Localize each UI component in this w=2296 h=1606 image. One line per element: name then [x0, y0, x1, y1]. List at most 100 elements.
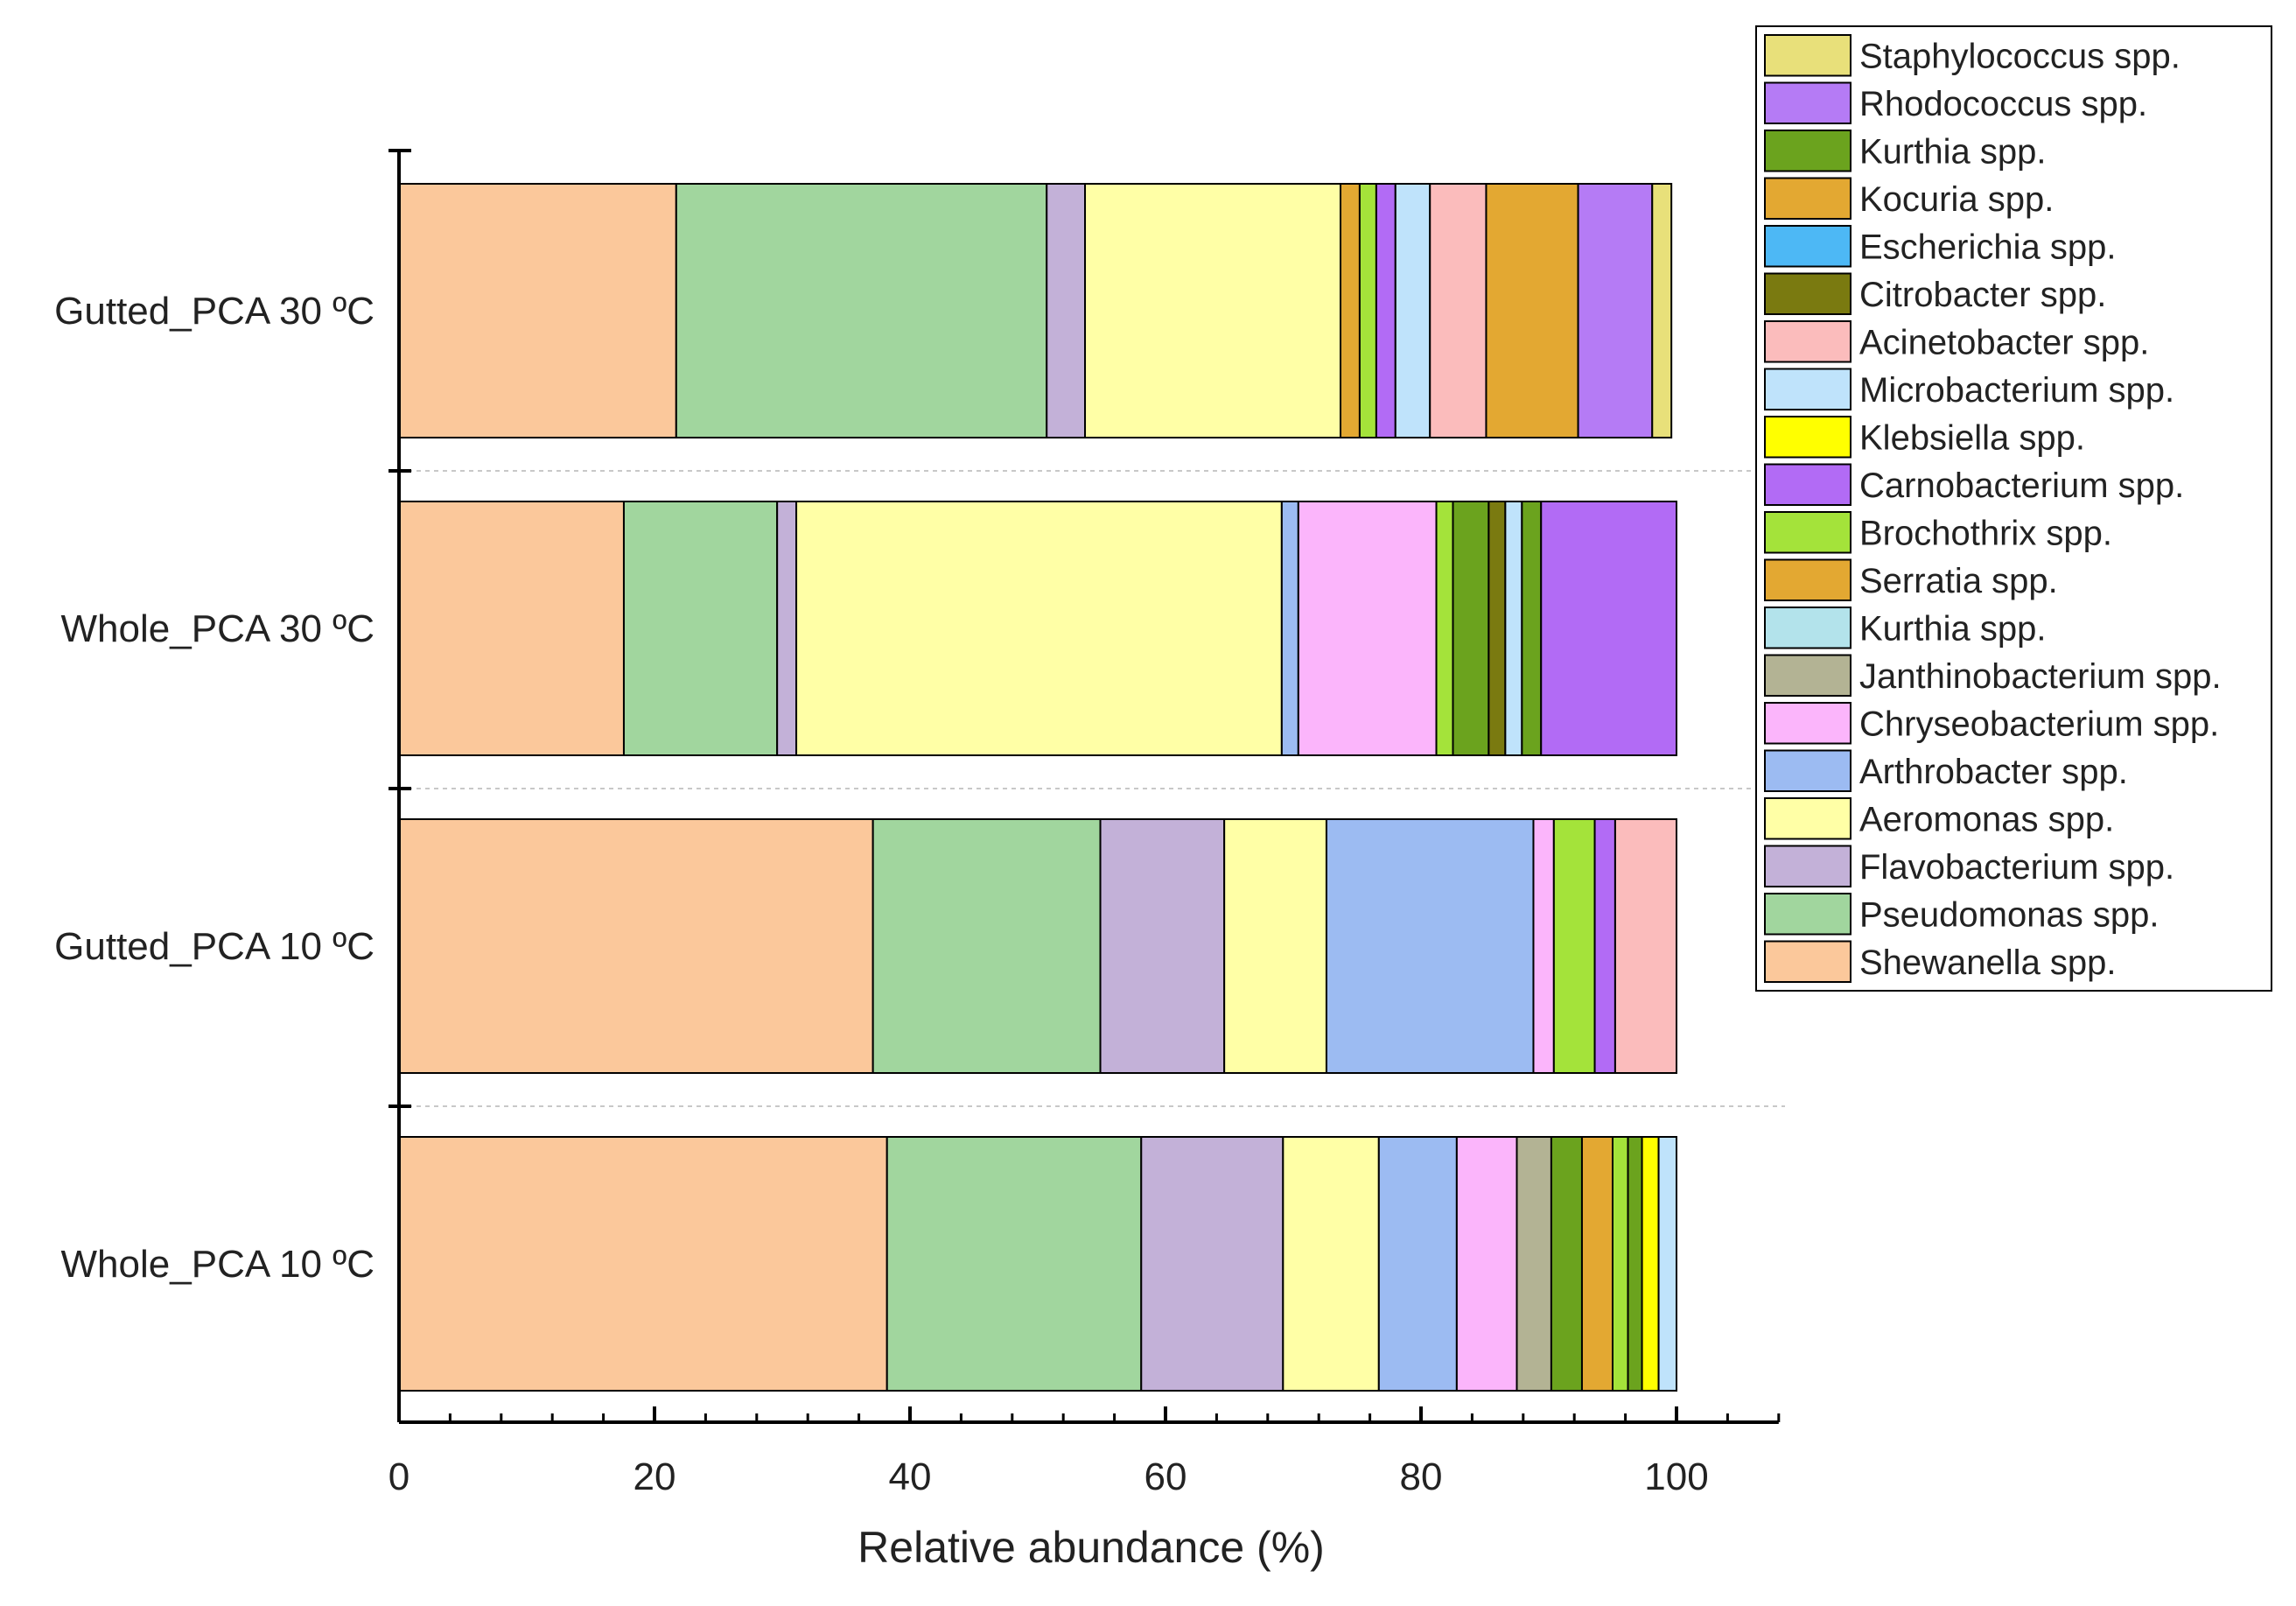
legend-swatch-2 [1764, 81, 1852, 124]
legend-swatch-13 [1764, 607, 1852, 649]
legend-swatch-14 [1764, 654, 1852, 697]
legend-label-11: Brochothrix spp. [1859, 514, 2112, 552]
legend-swatch-19 [1764, 893, 1852, 936]
legend-label-2: Rhodococcus spp. [1859, 85, 2147, 123]
bar-segment-4-1: Whole_PCA 10 ºC — Shewanella spp.: 38.2% [398, 1136, 888, 1392]
legend-item-6: Citrobacter spp. [1764, 272, 2106, 315]
bar-segment-2-4: Whole_PCA 30 ºC — Aeromonas spp.: 38% [795, 501, 1283, 756]
x-tick-label-80: 80 [1400, 1455, 1443, 1498]
legend-label-19: Pseudomonas spp. [1859, 895, 2159, 934]
legend-item-20: Shewanella spp. [1764, 940, 2117, 983]
bar-segment-1-1: Gutted_PCA 30 ºC — Shewanella spp.: 21.7… [398, 183, 677, 438]
legend-label-6: Citrobacter spp. [1859, 276, 2106, 314]
legend-label-10: Carnobacterium spp. [1859, 466, 2184, 505]
category-label-3: Gutted_PCA 10 ºC [54, 925, 374, 968]
legend-label-7: Acinetobacter spp. [1859, 323, 2149, 361]
bar-segment-1-9: Gutted_PCA 30 ºC — Acinetobacter spp.: 4… [1429, 183, 1488, 438]
bar-segment-3-8: Gutted_PCA 10 ºC — Carnobacterium spp.: … [1593, 818, 1616, 1074]
legend-swatch-17 [1764, 797, 1852, 840]
legend-swatch-1 [1764, 34, 1852, 77]
bar-segment-4-12: Whole_PCA 10 ºC — Klebsiella spp.: 1.3% [1641, 1136, 1660, 1392]
bar-segment-2-11: Whole_PCA 30 ºC — Kurthia spp.: 1.5% [1521, 501, 1543, 756]
legend-item-7: Acinetobacter spp. [1764, 320, 2149, 363]
legend-label-14: Janthinobacterium spp. [1859, 657, 2222, 696]
bar-segment-2-2: Whole_PCA 30 ºC — Pseudomonas spp.: 12% [622, 501, 779, 756]
bar-row-3: Gutted_PCA 10 ºC — Shewanella spp.: 37.1… [398, 818, 1678, 1074]
legend-item-8: Microbacterium spp. [1764, 368, 2174, 410]
legend-label-8: Microbacterium spp. [1859, 371, 2174, 410]
legend-swatch-4 [1764, 177, 1852, 220]
bar-segment-4-7: Whole_PCA 10 ºC — Janthinobacterium spp.… [1516, 1136, 1552, 1392]
bar-segment-1-6: Gutted_PCA 30 ºC — Brochothrix spp.: 1.3… [1358, 183, 1377, 438]
bar-segment-3-5: Gutted_PCA 10 ºC — Arthrobacter spp.: 16… [1325, 818, 1535, 1074]
x-tick-label-40: 40 [889, 1455, 932, 1498]
legend-label-17: Aeromonas spp. [1859, 800, 2114, 838]
bar-segment-4-3: Whole_PCA 10 ºC — Flavobacterium spp.: 1… [1140, 1136, 1284, 1392]
bar-row-1: Gutted_PCA 30 ºC — Shewanella spp.: 21.7… [398, 183, 1673, 438]
bar-segment-3-1: Gutted_PCA 10 ºC — Shewanella spp.: 37.1… [398, 818, 874, 1074]
legend-label-13: Kurthia spp. [1859, 609, 2046, 648]
legend-item-17: Aeromonas spp. [1764, 797, 2114, 840]
bar-segment-1-7: Gutted_PCA 30 ºC — Carnobacterium spp.: … [1375, 183, 1396, 438]
bar-segment-2-8: Whole_PCA 30 ºC — Kurthia spp.: 2.8% [1452, 501, 1490, 756]
bar-segment-4-11: Whole_PCA 10 ºC — Kurthia spp.: 1.1% [1627, 1136, 1643, 1392]
legend-label-9: Klebsiella spp. [1859, 418, 2085, 457]
x-tick-labels: 0 20 40 60 80 100 [388, 1455, 1709, 1498]
legend-item-16: Arthrobacter spp. [1764, 749, 2128, 792]
category-labels: Gutted_PCA 30 ºC Whole_PCA 30 ºC Gutted_PC… [54, 290, 374, 1286]
bar-segment-2-7: Whole_PCA 30 ºC — Brochothrix spp.: 1.3% [1435, 501, 1454, 756]
bar-segment-4-2: Whole_PCA 10 ºC — Pseudomonas spp.: 19.9… [886, 1136, 1143, 1392]
legend: Staphylococcus spp. Rhodococcus spp. Kurth… [1755, 25, 2272, 992]
bar-segment-2-6: Whole_PCA 30 ºC — Chryseobacterium spp.:… [1297, 501, 1438, 756]
bar-segment-1-4: Gutted_PCA 30 ºC — Aeromonas spp.: 20% [1084, 183, 1342, 438]
legend-label-15: Chryseobacterium spp. [1859, 705, 2219, 743]
legend-label-3: Kurthia spp. [1859, 132, 2046, 171]
legend-item-3: Kurthia spp. [1764, 130, 2046, 172]
x-tick-label-60: 60 [1144, 1455, 1187, 1498]
legend-item-14: Janthinobacterium spp. [1764, 654, 2222, 697]
x-tick-label-0: 0 [388, 1455, 410, 1498]
legend-swatch-5 [1764, 225, 1852, 268]
legend-label-18: Flavobacterium spp. [1859, 848, 2174, 887]
legend-swatch-11 [1764, 511, 1852, 554]
legend-item-5: Escherichia spp. [1764, 225, 2116, 268]
legend-swatch-3 [1764, 130, 1852, 172]
bar-row-4: Whole_PCA 10 ºC — Shewanella spp.: 38.2%… [398, 1136, 1678, 1392]
legend-item-1: Staphylococcus spp. [1764, 34, 2180, 77]
category-label-1: Gutted_PCA 30 ºC [54, 290, 374, 333]
legend-label-12: Serratia spp. [1859, 562, 2058, 600]
legend-item-9: Klebsiella spp. [1764, 416, 2085, 459]
bar-segment-1-5: Gutted_PCA 30 ºC — Kocuria spp.: 1.5% [1340, 183, 1361, 438]
axes [388, 149, 1781, 1424]
legend-swatch-8 [1764, 368, 1852, 410]
x-axis-title: Relative abundance (%) [858, 1523, 1325, 1572]
category-label-4: Whole_PCA 10 ºC [61, 1243, 374, 1286]
bar-segment-2-1: Whole_PCA 30 ºC — Shewanella spp.: 17.6% [398, 501, 625, 756]
bar-segment-3-6: Gutted_PCA 10 ºC — Chryseobacterium spp.… [1532, 818, 1555, 1074]
legend-swatch-12 [1764, 558, 1852, 601]
bar-segment-4-9: Whole_PCA 10 ºC — Serratia spp.: 2.4% [1580, 1136, 1614, 1392]
bar-segment-2-3: Whole_PCA 30 ºC — Flavobacterium spp.: 1… [776, 501, 798, 756]
legend-item-2: Rhodococcus spp. [1764, 81, 2147, 124]
legend-item-18: Flavobacterium spp. [1764, 845, 2174, 887]
bar-segment-4-10: Whole_PCA 10 ºC — Brochothrix spp.: 1.2% [1612, 1136, 1629, 1392]
legend-swatch-20 [1764, 940, 1852, 983]
bar-segment-3-7: Gutted_PCA 10 ºC — Brochothrix spp.: 3.2… [1552, 818, 1596, 1074]
bar-segment-4-8: Whole_PCA 10 ºC — Kurthia spp.: 2.4% [1550, 1136, 1583, 1392]
legend-item-4: Kocuria spp. [1764, 177, 2054, 220]
x-tick-label-100: 100 [1644, 1455, 1708, 1498]
bar-segment-1-3: Gutted_PCA 30 ºC — Flavobacterium spp.: … [1046, 183, 1087, 438]
legend-item-15: Chryseobacterium spp. [1764, 702, 2219, 745]
legend-item-19: Pseudomonas spp. [1764, 893, 2159, 936]
bar-segment-1-2: Gutted_PCA 30 ºC — Pseudomonas spp.: 29% [675, 183, 1048, 438]
x-tick-label-20: 20 [634, 1455, 676, 1498]
bar-segment-1-12: Gutted_PCA 30 ºC — Staphylococcus spp.: … [1651, 183, 1673, 438]
row-separators [399, 470, 1785, 1107]
legend-swatch-16 [1764, 749, 1852, 792]
legend-swatch-15 [1764, 702, 1852, 745]
legend-label-20: Shewanella spp. [1859, 943, 2117, 982]
legend-swatch-9 [1764, 416, 1852, 459]
legend-label-16: Arthrobacter spp. [1859, 753, 2128, 791]
